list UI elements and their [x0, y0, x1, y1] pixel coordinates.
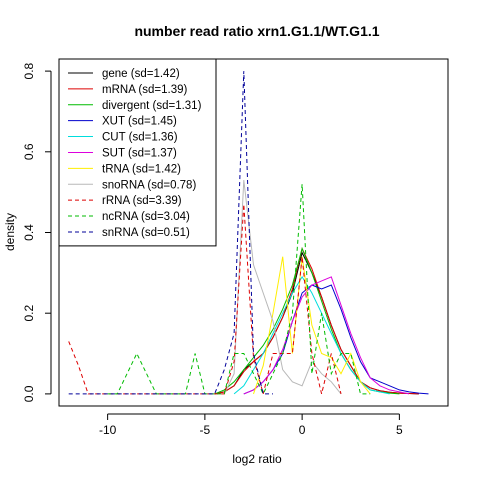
- axes: -10 -5 0 5 0.0 0.2 0.4 0.6 0.8: [22, 62, 403, 437]
- series-line-10: [68, 71, 273, 395]
- legend-label: ncRNA (sd=3.04): [102, 211, 190, 223]
- chart-title: number read ratio xrn1.G1.1/WT.G1.1: [134, 23, 379, 39]
- series-line-7: [223, 179, 342, 395]
- legend-label: XUT (sd=1.45): [102, 116, 177, 128]
- x-tick-label: -10: [99, 423, 117, 437]
- y-tick-label: 0.2: [22, 305, 36, 322]
- series-line-8: [68, 204, 342, 395]
- legend-label: CUT (sd=1.36): [102, 132, 178, 144]
- series-line-2: [214, 247, 400, 395]
- x-axis-label: log2 ratio: [232, 452, 282, 466]
- series-line-5: [243, 276, 410, 395]
- y-tick-label: 0.4: [22, 224, 36, 241]
- y-axis-label: density: [3, 213, 17, 251]
- series-line-4: [233, 275, 390, 395]
- x-tick-label: 0: [299, 423, 306, 437]
- series-line-9: [107, 184, 371, 396]
- legend-label: snRNA (sd=0.51): [102, 227, 190, 239]
- series-layer: [68, 71, 429, 396]
- x-tick-label: 5: [396, 423, 403, 437]
- legend-label: divergent (sd=1.31): [102, 100, 202, 112]
- y-tick-label: 0.8: [22, 62, 36, 79]
- x-tick-label: -5: [200, 423, 211, 437]
- legend-label: tRNA (sd=1.42): [102, 163, 181, 175]
- y-tick-label: 0.0: [22, 385, 36, 402]
- series-line-6: [253, 256, 371, 395]
- legend-label: gene (sd=1.42): [102, 68, 180, 80]
- y-tick-label: 0.6: [22, 143, 36, 160]
- legend: gene (sd=1.42) mRNA (sd=1.39) divergent (s…: [58, 58, 217, 247]
- legend-label: rRNA (sd=3.39): [102, 195, 182, 207]
- legend-label: snoRNA (sd=0.78): [102, 179, 196, 191]
- legend-label: mRNA (sd=1.39): [102, 84, 187, 96]
- legend-label: SUT (sd=1.37): [102, 147, 177, 159]
